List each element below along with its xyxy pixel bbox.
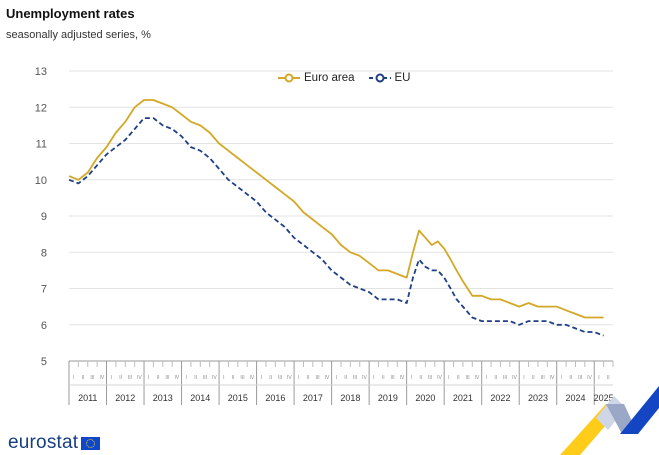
y-tick-label: 8 [41,247,47,259]
quarter-label: III [128,375,132,381]
logo-text: eurostat [8,432,79,453]
year-label: 2015 [228,393,248,403]
quarter-label: I [336,375,337,381]
year-label: 2024 [565,393,585,403]
quarter-label: II [419,375,422,381]
quarter-label: IV [437,375,442,381]
year-label: 2013 [153,393,173,403]
legend-item-euro-area[interactable]: Euro area [278,72,355,84]
quarter-label: IV [212,375,217,381]
quarter-label: II [344,375,347,381]
chart-title: Unemployment rates [6,6,135,21]
quarter-label: IV [587,375,592,381]
y-tick-label: 12 [35,102,47,114]
year-label: 2019 [378,393,398,403]
quarter-label: III [428,375,432,381]
quarter-label: I [223,375,224,381]
quarter-label: II [82,375,85,381]
quarter-label: I [448,375,449,381]
quarter-label: I [523,375,524,381]
y-tick-label: 10 [35,175,47,187]
y-tick-label: 5 [41,356,47,368]
quarter-label: III [578,375,582,381]
quarter-label: I [411,375,412,381]
year-label: 2017 [303,393,323,403]
year-label: 2023 [528,393,548,403]
year-label: 2014 [190,393,210,403]
eurostat-logo[interactable]: eurostat [8,432,101,454]
quarter-label: I [148,375,149,381]
quarter-label: IV [287,375,292,381]
quarter-label: II [532,375,535,381]
quarter-label: II [494,375,497,381]
quarter-label: III [503,375,507,381]
quarter-label: I [73,375,74,381]
quarter-label: II [607,375,610,381]
euro-area-line-icon [278,73,300,83]
y-tick-label: 13 [35,66,47,78]
quarter-label: III [541,375,545,381]
legend-label-eu: EU [394,72,411,84]
quarter-label: III [278,375,282,381]
y-tick-label: 7 [41,284,47,296]
y-tick-label: 6 [41,320,47,332]
quarter-label: III [90,375,94,381]
quarter-label: I [486,375,487,381]
series-line-euro-area [68,99,604,319]
year-label: 2020 [415,393,435,403]
quarter-label: III [353,375,357,381]
quarter-label: II [269,375,272,381]
quarter-label: IV [512,375,517,381]
legend-item-eu[interactable]: EU [368,72,411,84]
chart-subtitle: seasonally adjusted series, % [6,29,151,41]
year-label: 2012 [115,393,135,403]
quarter-label: IV [475,375,480,381]
quarter-label: III [240,375,244,381]
legend-label-euro-area: Euro area [304,72,355,84]
quarter-label: III [391,375,395,381]
quarter-label: I [111,375,112,381]
quarter-label: II [569,375,572,381]
quarter-label: II [307,375,310,381]
year-label: 2021 [453,393,473,403]
quarter-label: IV [362,375,367,381]
eu-line-icon [368,73,391,83]
year-label: 2025 [594,393,614,403]
series-line-eu [68,117,604,337]
quarter-label: I [598,375,599,381]
quarter-label: III [165,375,169,381]
year-label: 2018 [340,393,360,403]
quarter-label: IV [400,375,405,381]
quarter-label: I [561,375,562,381]
quarter-label: II [382,375,385,381]
quarter-label: III [466,375,470,381]
quarter-label: I [298,375,299,381]
quarter-label: II [157,375,160,381]
quarter-label: II [194,375,197,381]
decorative-ribbon [560,386,659,455]
quarter-label: IV [550,375,555,381]
quarter-label: III [315,375,319,381]
quarter-label: I [373,375,374,381]
year-label: 2011 [78,393,97,403]
eu-flag-icon [81,436,101,450]
quarter-label: IV [325,375,330,381]
y-tick-label: 11 [36,139,47,151]
quarter-label: IV [137,375,142,381]
year-label: 2016 [265,393,285,403]
quarter-label: II [457,375,460,381]
quarter-label: III [203,375,207,381]
chart-legend: Euro area EU [278,72,411,84]
quarter-label: I [261,375,262,381]
year-label: 2022 [490,393,510,403]
quarter-label: I [186,375,187,381]
quarter-label: IV [174,375,179,381]
quarter-label: IV [99,375,104,381]
quarter-label: II [232,375,235,381]
quarter-label: IV [250,375,255,381]
y-tick-label: 9 [41,211,47,223]
quarter-label: II [119,375,122,381]
